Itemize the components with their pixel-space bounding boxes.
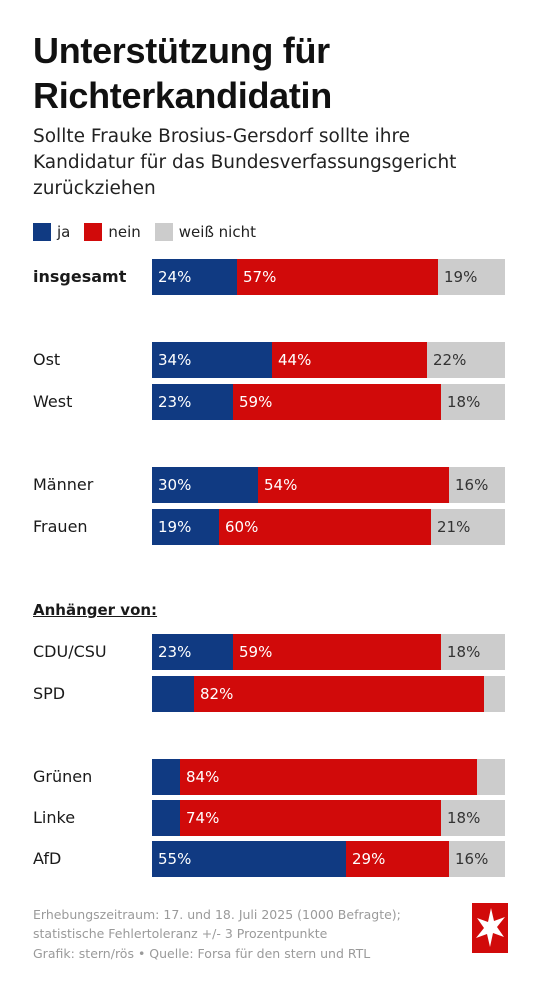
- data-label-afd-weiß-nicht: 16%: [455, 850, 489, 868]
- legend-label-ja: ja: [57, 223, 71, 241]
- row-label-linke: Linke: [33, 808, 76, 827]
- row-label-frauen: Frauen: [33, 517, 88, 536]
- legend-item-ja: ja: [33, 223, 70, 241]
- data-label-männer-ja: 30%: [158, 476, 192, 494]
- bar-insgesamt: 24% 57% 19%: [152, 259, 505, 295]
- bar-segment-insgesamt-ja: 24%: [152, 259, 237, 295]
- stern-logo-icon: [472, 903, 508, 953]
- legend: ja nein weiß nicht: [33, 221, 270, 243]
- bar-segment-afd-ja: 55%: [152, 841, 346, 877]
- bar-segment-spd-weiß-nicht: [484, 676, 505, 712]
- data-label-ost-nein: 44%: [278, 351, 312, 369]
- bar-west: 23% 59% 18%: [152, 384, 505, 420]
- bar-segment-cdu-csu-weiß-nicht: 18%: [441, 634, 505, 670]
- bar-segment-afd-weiß-nicht: 16%: [449, 841, 505, 877]
- data-label-afd-nein: 29%: [352, 850, 386, 868]
- bar-segment-linke-weiß-nicht: 18%: [441, 800, 505, 836]
- bar-segment-frauen-ja: 19%: [152, 509, 219, 545]
- bar-männer: 30% 54% 16%: [152, 467, 505, 503]
- bar-segment-männer-ja: 30%: [152, 467, 258, 503]
- bar-segment-ost-weiß-nicht: 22%: [427, 342, 505, 378]
- bar-segment-grünen-ja: [152, 759, 180, 795]
- row-label-männer: Männer: [33, 475, 94, 494]
- chart-subtitle: Sollte Frauke Brosius-Gersdorf sollte ih…: [33, 126, 457, 199]
- row-label-ost: Ost: [33, 350, 61, 369]
- data-label-grünen-nein: 84%: [186, 768, 220, 786]
- bar-grünen: 84%: [152, 759, 505, 795]
- row-label-grünen: Grünen: [33, 767, 93, 786]
- bar-segment-linke-ja: [152, 800, 180, 836]
- bar-segment-linke-nein: 74%: [180, 800, 441, 836]
- data-label-west-nein: 59%: [239, 393, 273, 411]
- bar-segment-frauen-weiß-nicht: 21%: [431, 509, 505, 545]
- data-label-ost-ja: 34%: [158, 351, 192, 369]
- data-label-west-ja: 23%: [158, 393, 192, 411]
- row-label-cdu-csu: CDU/CSU: [33, 642, 107, 661]
- legend-swatch-ja: [33, 223, 51, 241]
- bar-segment-cdu-csu-ja: 23%: [152, 634, 233, 670]
- bar-segment-frauen-nein: 60%: [219, 509, 431, 545]
- legend-item-weiss-nicht: weiß nicht: [154, 223, 256, 241]
- row-label-west: West: [33, 392, 73, 411]
- data-label-linke-nein: 74%: [186, 809, 220, 827]
- bar-segment-insgesamt-nein: 57%: [237, 259, 438, 295]
- bar-spd: 82%: [152, 676, 505, 712]
- data-label-cdu-csu-nein: 59%: [239, 643, 273, 661]
- data-label-linke-weiß-nicht: 18%: [447, 809, 481, 827]
- data-label-frauen-weiß-nicht: 21%: [437, 518, 471, 536]
- data-label-cdu-csu-ja: 23%: [158, 643, 192, 661]
- bar-segment-west-weiß-nicht: 18%: [441, 384, 505, 420]
- legend-swatch-weiss-nicht: [154, 223, 173, 241]
- data-label-insgesamt-ja: 24%: [158, 268, 192, 286]
- bar-segment-ost-nein: 44%: [272, 342, 427, 378]
- bar-segment-grünen-nein: 84%: [180, 759, 477, 795]
- bar-segment-insgesamt-weiß-nicht: 19%: [438, 259, 505, 295]
- data-label-west-weiß-nicht: 18%: [447, 393, 481, 411]
- bar-linke: 74% 18%: [152, 800, 505, 836]
- bar-segment-spd-ja: [152, 676, 194, 712]
- bar-segment-männer-weiß-nicht: 16%: [449, 467, 505, 503]
- data-label-insgesamt-nein: 57%: [243, 268, 277, 286]
- legend-swatch-nein: [84, 223, 103, 241]
- chart-title: Unterstützung für Richterkandidatin: [33, 30, 332, 116]
- data-label-insgesamt-weiß-nicht: 19%: [444, 268, 478, 286]
- data-label-ost-weiß-nicht: 22%: [433, 351, 467, 369]
- row-label-afd: AfD: [33, 849, 62, 868]
- legend-label-weiss-nicht: weiß nicht: [178, 223, 256, 241]
- bar-segment-afd-nein: 29%: [346, 841, 449, 877]
- data-label-cdu-csu-weiß-nicht: 18%: [447, 643, 481, 661]
- legend-item-nein: nein: [84, 223, 141, 241]
- bar-segment-männer-nein: 54%: [258, 467, 449, 503]
- row-label-insgesamt: insgesamt: [33, 267, 127, 286]
- data-label-frauen-ja: 19%: [158, 518, 192, 536]
- row-label-spd: SPD: [33, 684, 66, 703]
- bar-ost: 34% 44% 22%: [152, 342, 505, 378]
- bar-cdu-csu: 23% 59% 18%: [152, 634, 505, 670]
- footer-credit: Grafik: stern/rös • Quelle: Forsa für de…: [33, 946, 371, 961]
- data-label-afd-ja: 55%: [158, 850, 192, 868]
- stern-logo-icon-graphic: [476, 908, 505, 947]
- bar-segment-cdu-csu-nein: 59%: [233, 634, 441, 670]
- group-heading-anhaenger: Anhänger von:: [33, 601, 158, 619]
- bar-segment-ost-ja: 34%: [152, 342, 272, 378]
- data-label-männer-nein: 54%: [264, 476, 298, 494]
- data-label-frauen-nein: 60%: [225, 518, 259, 536]
- legend-label-nein: nein: [108, 223, 141, 241]
- bar-afd: 55% 29% 16%: [152, 841, 505, 877]
- footer-survey-note: Erhebungszeitraum: 17. und 18. Juli 2025…: [33, 907, 401, 941]
- bar-frauen: 19% 60% 21%: [152, 509, 505, 545]
- bar-segment-west-ja: 23%: [152, 384, 233, 420]
- bar-segment-grünen-weiß-nicht: [477, 759, 505, 795]
- data-label-männer-weiß-nicht: 16%: [455, 476, 489, 494]
- bar-segment-west-nein: 59%: [233, 384, 441, 420]
- data-label-spd-nein: 82%: [200, 685, 234, 703]
- bar-segment-spd-nein: 82%: [194, 676, 484, 712]
